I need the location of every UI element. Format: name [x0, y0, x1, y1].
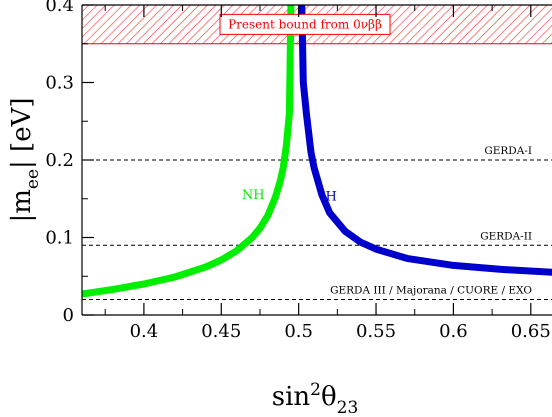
y-axis-title: |mee| [eV] — [7, 97, 43, 222]
y-tick-label: 0.2 — [45, 150, 74, 171]
y-tick-label: 0.4 — [45, 0, 74, 16]
x-tick-label: 0.65 — [511, 321, 551, 342]
bound-label: Present bound from 0νββ — [228, 17, 382, 31]
x-tick-label: 0.6 — [439, 321, 468, 342]
x-axis-ticks: 0.4 0.45 0.5 0.55 0.6 0.65 — [104, 5, 551, 342]
bound-label-box — [219, 13, 391, 35]
y-axis-ticks: 0 0.1 0.2 0.3 0.4 — [45, 0, 94, 326]
y-tick-label: 0 — [63, 305, 74, 326]
x-axis-title-theta: θ — [321, 382, 337, 412]
y-axis-title-pre: |m — [7, 189, 37, 222]
y-axis-title-sub: ee — [23, 169, 43, 189]
x-tick-label: 0.45 — [201, 321, 241, 342]
reference-lines: GERDA-I GERDA-II GERDA III / Majorana / CU… — [82, 145, 552, 300]
series-label-ih: IH — [320, 189, 336, 204]
y-axis-title-post: | [eV] — [7, 97, 37, 168]
series-label-nh: NH — [242, 188, 265, 203]
y-tick-label: 0.1 — [45, 228, 74, 249]
x-axis-title-base: sin — [272, 382, 311, 412]
reference-line-label: GERDA III / Majorana / CUORE / EXO — [330, 285, 532, 297]
y-tick-label: 0.3 — [45, 73, 74, 94]
x-axis-title-sup: 2 — [310, 380, 321, 400]
series-line-ih — [298, 5, 552, 276]
x-axis-title: sin2θ23 — [272, 380, 359, 417]
x-tick-label: 0.5 — [284, 321, 313, 342]
reference-line-label: GERDA-I — [484, 145, 532, 157]
reference-line-label: GERDA-II — [480, 230, 532, 242]
curves — [82, 5, 552, 298]
x-tick-label: 0.55 — [356, 321, 396, 342]
x-axis-title-sub: 23 — [337, 398, 359, 417]
series-line-nh — [82, 5, 295, 298]
x-tick-label: 0.4 — [130, 321, 159, 342]
